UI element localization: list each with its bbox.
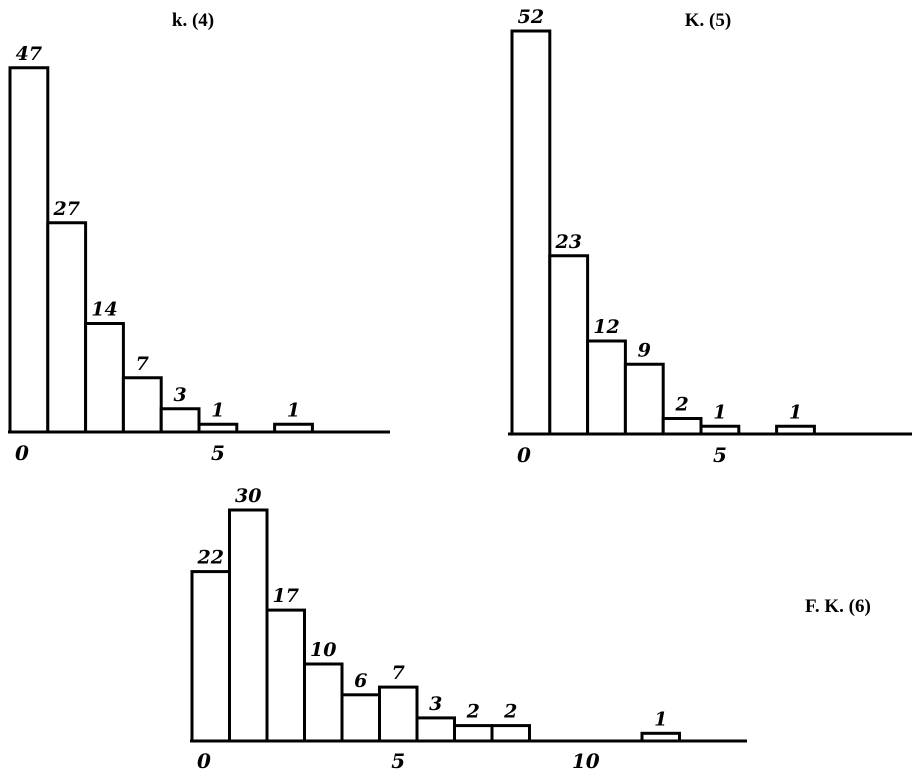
bar [46,221,88,434]
bar-value-label: 23 [554,231,581,253]
bar [8,66,50,434]
bar [159,407,201,434]
bar [510,29,552,436]
bar-value-label: 1 [287,399,300,421]
bar [378,685,419,743]
bar [623,362,665,436]
chart-title: F. K. (6) [805,596,871,617]
chart-title: k. (4) [172,10,214,31]
histogram-K5: K. (5) 52 23 12 9 2 1 1 0 5 [508,6,912,467]
bar-value-label: 22 [197,547,224,569]
bar [121,376,163,434]
bar [586,339,627,436]
bar-value-label: 12 [593,316,619,338]
bar-value-label: 7 [392,662,405,684]
histogram-k4: k. (4) 47 27 14 7 3 1 1 0 5 [8,10,390,465]
bar-value-label: 10 [310,639,336,661]
bar-value-label: 30 [235,485,261,507]
bar [340,693,381,743]
bar [661,417,703,436]
bar-value-label: 6 [354,670,367,692]
bar [303,662,344,743]
x-tick-label: 10 [572,749,600,771]
bar-value-label: 2 [466,701,480,723]
bar [453,724,494,743]
bar [415,716,456,743]
bar-value-label: 14 [91,299,117,321]
bar-value-label: 7 [136,353,149,375]
bar-value-label: 3 [173,384,186,406]
x-tick-label: 5 [211,441,225,465]
bar-value-label: 52 [518,6,544,28]
chart-title: K. (5) [685,10,731,31]
x-tick-label: 5 [391,749,405,771]
bar-value-label: 3 [429,693,442,715]
bar [548,254,590,436]
bar-value-label: 2 [503,701,517,723]
x-tick-label: 0 [517,443,531,467]
bar [265,608,306,743]
bar-value-label: 2 [674,394,688,416]
bar [490,724,531,743]
bar-value-label: 9 [638,339,651,361]
bar [190,570,231,743]
bar-value-label: 1 [654,708,667,730]
x-tick-label: 0 [197,749,211,771]
bar-value-label: 27 [52,198,79,220]
x-tick-label: 0 [15,441,29,465]
bar-value-label: 1 [211,399,224,421]
bar-value-label: 1 [713,401,726,423]
bar [228,508,269,743]
bar-value-label: 47 [16,43,42,65]
bar-value-label: 1 [789,401,802,423]
x-tick-label: 5 [713,443,727,467]
bar-value-label: 17 [273,585,299,607]
bar [84,322,125,434]
